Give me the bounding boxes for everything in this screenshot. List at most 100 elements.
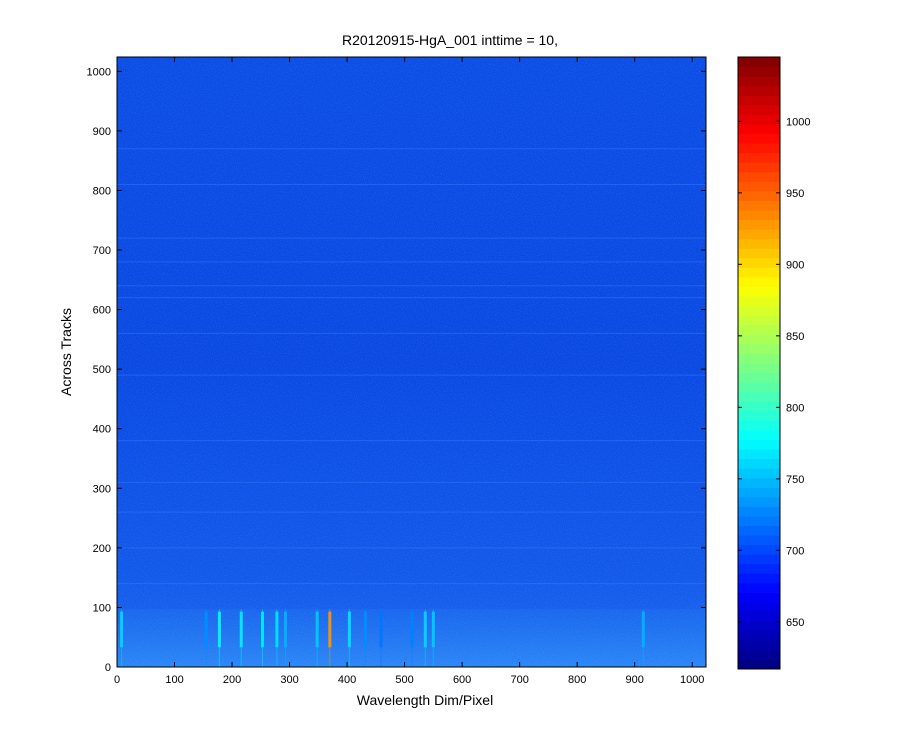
- colorbar-cell: [738, 66, 780, 77]
- colorbar-cell: [738, 544, 780, 555]
- colorbar-cell: [738, 123, 780, 134]
- x-tick-label: 0: [114, 674, 120, 686]
- x-axis-label: Wavelength Dim/Pixel: [357, 692, 493, 708]
- noise-texture: [117, 57, 706, 667]
- colorbar-cell: [738, 429, 780, 440]
- y-tick-label: 500: [93, 364, 111, 376]
- colorbar-cell: [738, 382, 780, 393]
- colorbar-cell: [738, 210, 780, 221]
- x-tick-label: 300: [280, 674, 298, 686]
- x-tick-label: 800: [568, 674, 586, 686]
- colorbar-cell: [738, 439, 780, 450]
- colorbar-cell: [738, 171, 780, 182]
- colorbar-cell: [738, 305, 780, 316]
- y-tick-label: 900: [93, 126, 111, 138]
- colorbar-cell: [738, 630, 780, 641]
- colorbar-cells: [738, 57, 780, 670]
- colorbar-cell: [738, 477, 780, 488]
- colorbar-cell: [738, 85, 780, 96]
- x-tick-label: 400: [338, 674, 356, 686]
- colorbar-frame: [737, 56, 781, 670]
- colorbar-cell: [738, 334, 780, 345]
- colorbar-tick-label: 650: [786, 617, 804, 629]
- colorbar-cell: [738, 238, 780, 249]
- y-tick-label: 200: [93, 543, 111, 555]
- x-tick-label: 200: [223, 674, 241, 686]
- y-tick-label: 700: [93, 245, 111, 257]
- colorbar-cell: [738, 57, 780, 68]
- y-tick-label: 300: [93, 483, 111, 495]
- colorbar-ticks: 650 700 750 800 850 900 950 1000: [738, 116, 810, 629]
- x-tick-label: 700: [510, 674, 528, 686]
- colorbar-cell: [738, 114, 780, 125]
- colorbar-cell: [738, 343, 780, 354]
- colorbar-tick-label: 800: [786, 402, 804, 414]
- colorbar-cell: [738, 582, 780, 593]
- colorbar-cell: [738, 353, 780, 364]
- colorbar-cell: [738, 200, 780, 211]
- x-tick-label: 100: [165, 674, 183, 686]
- colorbar-cell: [738, 296, 780, 307]
- colorbar-cell: [738, 449, 780, 460]
- colorbar-cell: [738, 649, 780, 660]
- colorbar-cell: [738, 535, 780, 546]
- colorbar-cell: [738, 573, 780, 584]
- plot-area: 0 100 200 300 400 500 600 700 800 900 1000 0 100 200…: [87, 56, 707, 686]
- colorbar-cell: [738, 363, 780, 374]
- x-tick-label: 600: [453, 674, 471, 686]
- colorbar-cell: [738, 611, 780, 622]
- colorbar-cell: [738, 324, 780, 335]
- colorbar-cell: [738, 372, 780, 383]
- colorbar-cell: [738, 659, 780, 670]
- colorbar-cell: [738, 602, 780, 613]
- colorbar-cell: [738, 219, 780, 230]
- colorbar-cell: [738, 104, 780, 115]
- colorbar-tick-label: 700: [786, 545, 804, 557]
- x-tick-label: 900: [625, 674, 643, 686]
- colorbar-tick-label: 950: [786, 188, 804, 200]
- colorbar-cell: [738, 506, 780, 517]
- x-axis-ticks: 0 100 200 300 400 500 600 700 800 900 1000: [114, 57, 704, 686]
- colorbar-tick-label: 850: [786, 331, 804, 343]
- x-tick-label: 500: [395, 674, 413, 686]
- y-tick-label: 1000: [87, 66, 111, 78]
- colorbar-cell: [738, 554, 780, 565]
- chart-title: R20120915-HgA_001 inttime = 10,: [342, 32, 558, 48]
- plot-frame: [116, 56, 707, 668]
- x-tick-label: 1000: [680, 674, 704, 686]
- colorbar-cell: [738, 143, 780, 154]
- colorbar-cell: [738, 152, 780, 163]
- colorbar-cell: [738, 468, 780, 479]
- colorbar-cell: [738, 410, 780, 421]
- y-axis-ticks: 0 100 200 300 400 500 600 700 800 900 1000: [87, 66, 706, 674]
- colorbar-cell: [738, 267, 780, 278]
- colorbar-tick-label: 900: [786, 259, 804, 271]
- colorbar-cell: [738, 133, 780, 144]
- colorbar-cell: [738, 248, 780, 259]
- colorbar-cell: [738, 458, 780, 469]
- colorbar-cell: [738, 516, 780, 527]
- colorbar-cell: [738, 190, 780, 201]
- colorbar-cell: [738, 257, 780, 268]
- colorbar-cell: [738, 276, 780, 287]
- colorbar-cell: [738, 162, 780, 173]
- colorbar-cell: [738, 229, 780, 240]
- colorbar-cell: [738, 487, 780, 498]
- colorbar: 650 700 750 800 850 900 950 1000: [737, 56, 810, 670]
- y-tick-label: 0: [105, 662, 111, 674]
- colorbar-cell: [738, 401, 780, 412]
- colorbar-cell: [738, 420, 780, 431]
- colorbar-cell: [738, 391, 780, 402]
- y-tick-label: 400: [93, 424, 111, 436]
- y-tick-label: 600: [93, 305, 111, 317]
- colorbar-cell: [738, 95, 780, 106]
- y-axis-label: Across Tracks: [58, 308, 74, 396]
- y-tick-label: 100: [93, 602, 111, 614]
- colorbar-cell: [738, 181, 780, 192]
- y-tick-label: 800: [93, 185, 111, 197]
- colorbar-cell: [738, 592, 780, 603]
- colorbar-tick-label: 1000: [786, 116, 810, 128]
- colorbar-cell: [738, 76, 780, 87]
- colorbar-cell: [738, 563, 780, 574]
